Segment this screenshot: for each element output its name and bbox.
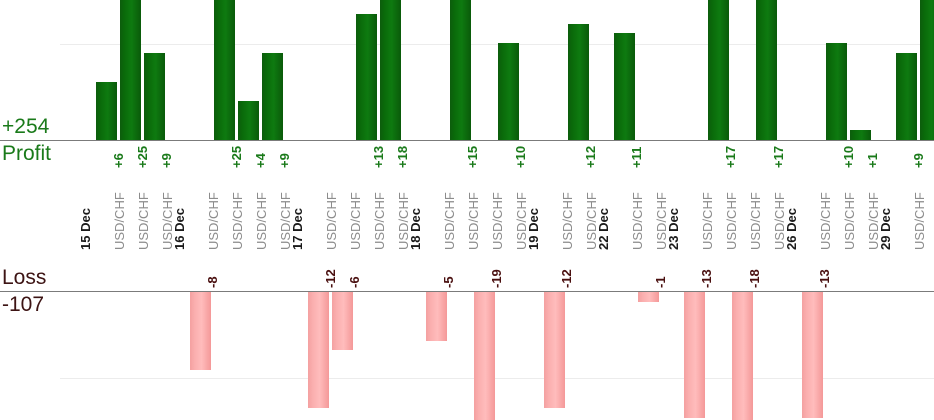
x-axis-date-label: 17 Dec (290, 208, 305, 250)
profit-bar[interactable] (826, 43, 847, 140)
profit-bar[interactable] (614, 33, 635, 140)
trade-column[interactable] (708, 0, 729, 420)
trade-column[interactable] (850, 0, 871, 420)
trade-column[interactable] (638, 0, 659, 420)
profit-value-label: +9 (159, 153, 174, 168)
trade-column[interactable] (802, 0, 823, 420)
loss-bar[interactable] (308, 292, 329, 408)
loss-bar[interactable] (684, 292, 705, 418)
trade-column[interactable] (732, 0, 753, 420)
profit-bar[interactable] (120, 0, 141, 140)
trade-column[interactable] (498, 0, 519, 420)
trade-column[interactable] (262, 0, 283, 420)
profit-bar[interactable] (214, 0, 235, 140)
profit-bar[interactable] (498, 43, 519, 140)
trade-column[interactable] (826, 0, 847, 420)
profit-value-label: +17 (771, 145, 786, 168)
x-axis-date-label: 23 Dec (666, 208, 681, 250)
gridline-profit-upper (60, 44, 934, 45)
trade-column[interactable] (190, 0, 211, 420)
profit-value-label: +1 (865, 153, 880, 168)
trade-column[interactable] (332, 0, 353, 420)
gridline-loss-lower (60, 378, 934, 379)
loss-bar[interactable] (474, 292, 495, 420)
loss-caption-label: Loss (2, 266, 47, 289)
trade-column[interactable] (614, 0, 635, 420)
x-axis-date-label: 15 Dec (78, 208, 93, 250)
x-axis-date-label: 19 Dec (526, 208, 541, 250)
trade-column[interactable] (920, 0, 934, 420)
profit-bar[interactable] (568, 24, 589, 140)
profit-bar[interactable] (896, 53, 917, 140)
loss-bar[interactable] (426, 292, 447, 341)
trade-column[interactable] (308, 0, 329, 420)
profit-bar[interactable] (262, 53, 283, 140)
loss-bar[interactable] (732, 292, 753, 420)
trade-column[interactable] (356, 0, 377, 420)
loss-bar[interactable] (544, 292, 565, 408)
loss-bar[interactable] (638, 292, 659, 302)
profit-bar[interactable] (238, 101, 259, 140)
trade-column[interactable] (120, 0, 141, 420)
profit-value-label: +12 (583, 145, 598, 168)
x-axis-date-label: 16 Dec (172, 208, 187, 250)
trade-column[interactable] (96, 0, 117, 420)
profit-bar[interactable] (96, 82, 117, 140)
trade-column[interactable] (380, 0, 401, 420)
profit-value-label: +18 (395, 145, 410, 168)
profit-baseline (0, 140, 934, 141)
trade-column[interactable] (426, 0, 447, 420)
x-axis-date-label: 29 Dec (878, 208, 893, 250)
x-axis-date-label: 22 Dec (596, 208, 611, 250)
trade-column[interactable] (544, 0, 565, 420)
loss-bar[interactable] (332, 292, 353, 350)
trade-column[interactable] (684, 0, 705, 420)
loss-total-label: -107 (2, 293, 45, 316)
profit-bar[interactable] (356, 14, 377, 140)
profit-caption-label: Profit (2, 142, 52, 165)
trade-column[interactable] (144, 0, 165, 420)
loss-bar[interactable] (190, 292, 211, 370)
profit-value-label: +10 (513, 145, 528, 168)
profit-bar[interactable] (144, 53, 165, 140)
trade-column[interactable] (896, 0, 917, 420)
profit-value-label: +9 (277, 153, 292, 168)
trade-column[interactable] (474, 0, 495, 420)
trade-column[interactable] (568, 0, 589, 420)
x-axis-date-label: 26 Dec (784, 208, 799, 250)
trade-column[interactable] (238, 0, 259, 420)
profit-bar[interactable] (450, 0, 471, 140)
profit-total-label: +254 (2, 115, 50, 138)
loss-bar[interactable] (802, 292, 823, 418)
loss-value-label: -1 (653, 276, 668, 288)
trade-column[interactable] (756, 0, 777, 420)
trade-column[interactable] (214, 0, 235, 420)
x-axis-date-label: 18 Dec (408, 208, 423, 250)
loss-baseline (0, 291, 934, 292)
profit-bar[interactable] (920, 0, 934, 140)
trade-column[interactable] (450, 0, 471, 420)
profit-bar[interactable] (756, 0, 777, 140)
profit-bar[interactable] (380, 0, 401, 140)
profit-bar[interactable] (708, 0, 729, 140)
profit-bar[interactable] (850, 130, 871, 140)
